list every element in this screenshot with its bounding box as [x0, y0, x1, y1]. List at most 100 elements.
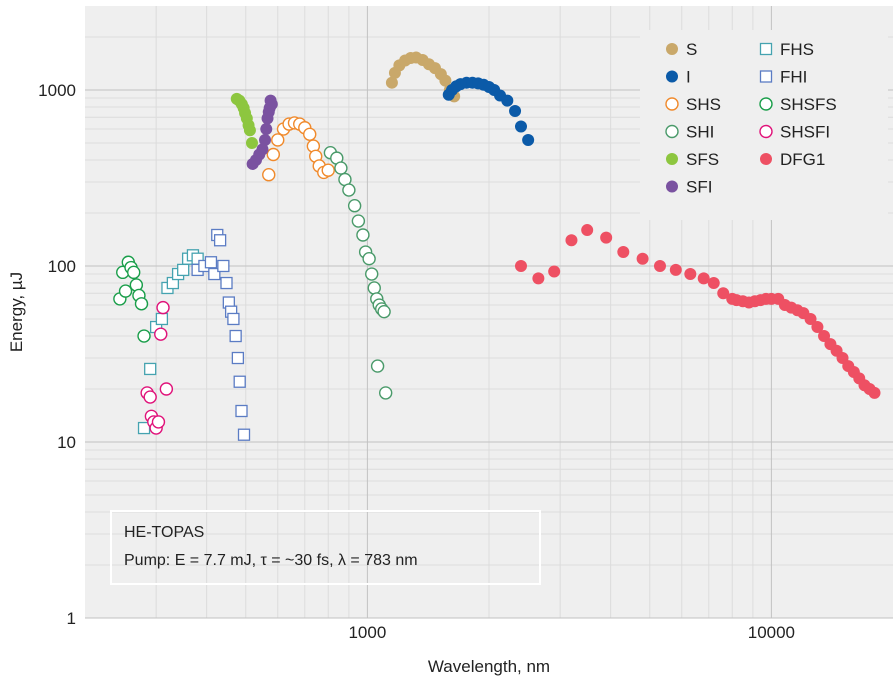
- data-point: [370, 359, 385, 373]
- y-tick-label: 1: [67, 609, 76, 628]
- data-point: [581, 224, 594, 237]
- data-point: [804, 312, 817, 325]
- data-point: [697, 272, 710, 285]
- data-point: [156, 300, 170, 315]
- data-point: [271, 133, 285, 147]
- data-point: [669, 263, 682, 276]
- data-point: [144, 362, 157, 376]
- legend-marker: [666, 180, 678, 193]
- legend-marker: [665, 97, 679, 111]
- series-fhi: [191, 228, 251, 441]
- x-tick-label: 10000: [748, 623, 795, 642]
- data-point: [177, 263, 190, 277]
- data-point: [347, 199, 362, 213]
- legend-marker: [666, 43, 678, 55]
- legend-label: S: [686, 40, 697, 59]
- data-point: [365, 267, 379, 281]
- data-point: [237, 428, 251, 441]
- data-point: [439, 74, 452, 87]
- series-sfs: [230, 92, 258, 149]
- data-point: [227, 312, 240, 326]
- data-point: [245, 136, 258, 149]
- legend-label: SFS: [686, 150, 719, 169]
- data-point: [532, 272, 545, 285]
- legend-label: SHSFS: [780, 95, 837, 114]
- legend-label: FHS: [780, 40, 814, 59]
- legend-marker: [666, 153, 678, 165]
- data-point: [617, 246, 630, 259]
- data-point: [303, 127, 317, 141]
- series-fhs: [137, 249, 204, 435]
- legend-marker: [666, 70, 678, 83]
- data-point: [134, 297, 149, 311]
- data-point: [385, 76, 398, 89]
- data-point: [334, 161, 348, 175]
- legend-box: [640, 30, 888, 220]
- data-point: [342, 183, 356, 197]
- data-point: [235, 404, 248, 418]
- data-point: [266, 147, 281, 162]
- data-point: [377, 304, 391, 319]
- x-tick-label: 1000: [348, 623, 386, 642]
- legend-label: SFI: [686, 178, 712, 197]
- data-points: [113, 51, 881, 441]
- data-point: [811, 321, 824, 334]
- data-point: [265, 98, 278, 111]
- data-point: [509, 104, 522, 117]
- data-point: [256, 143, 269, 156]
- series-shsfi: [140, 300, 174, 435]
- tick-labels: 1000 10000 1 10 100 1000: [38, 81, 795, 642]
- legend-marker: [759, 124, 773, 139]
- legend-marker: [665, 124, 679, 139]
- legend-label: SHSFI: [780, 123, 830, 142]
- annotation-line-2: Pump: E = 7.7 mJ, τ = ~30 fs, λ = 783 nm: [124, 552, 418, 569]
- data-point: [118, 284, 133, 298]
- legend-label: SHS: [686, 95, 721, 114]
- series-dfg1: [514, 224, 881, 399]
- legend-label: FHI: [780, 68, 807, 87]
- data-point: [259, 133, 272, 146]
- y-tick-label: 100: [48, 257, 76, 276]
- legend-label: I: [686, 68, 691, 87]
- series-shsfs: [113, 255, 151, 343]
- data-point: [217, 259, 230, 273]
- data-point: [127, 265, 141, 280]
- data-point: [154, 327, 168, 341]
- data-point: [213, 234, 227, 247]
- data-point: [262, 168, 276, 182]
- data-point: [137, 329, 151, 343]
- data-point: [378, 386, 393, 400]
- annotation-frame: [110, 510, 541, 585]
- data-point: [514, 259, 527, 272]
- data-point: [159, 382, 174, 396]
- data-point: [514, 120, 527, 133]
- data-point: [220, 276, 233, 290]
- data-point: [367, 281, 381, 295]
- data-point: [501, 94, 514, 107]
- legend-marker: [759, 42, 773, 56]
- data-point: [818, 330, 831, 343]
- y-axis-title: Energy, µJ: [7, 272, 26, 352]
- data-point: [548, 265, 561, 278]
- y-tick-label: 10: [57, 433, 76, 452]
- data-point: [155, 312, 169, 326]
- legend: SI SHS SHI SFS SFI FHS FHI SHSFS SHSFI DFG1: [640, 30, 888, 220]
- data-point: [636, 252, 649, 265]
- data-point: [684, 268, 697, 281]
- annotation-line-1: HE-TOPAS: [124, 524, 204, 541]
- legend-marker: [759, 97, 773, 111]
- data-point: [151, 415, 166, 429]
- data-point: [717, 287, 730, 300]
- data-point: [143, 390, 157, 404]
- x-axis-title: Wavelength, nm: [428, 657, 550, 676]
- data-point: [321, 163, 335, 177]
- series-shs: [262, 116, 335, 182]
- data-point: [522, 133, 535, 146]
- y-tick-label: 1000: [38, 81, 76, 100]
- data-point: [260, 123, 273, 136]
- legend-label: SHI: [686, 123, 714, 142]
- data-point: [243, 124, 256, 137]
- data-point: [362, 251, 376, 266]
